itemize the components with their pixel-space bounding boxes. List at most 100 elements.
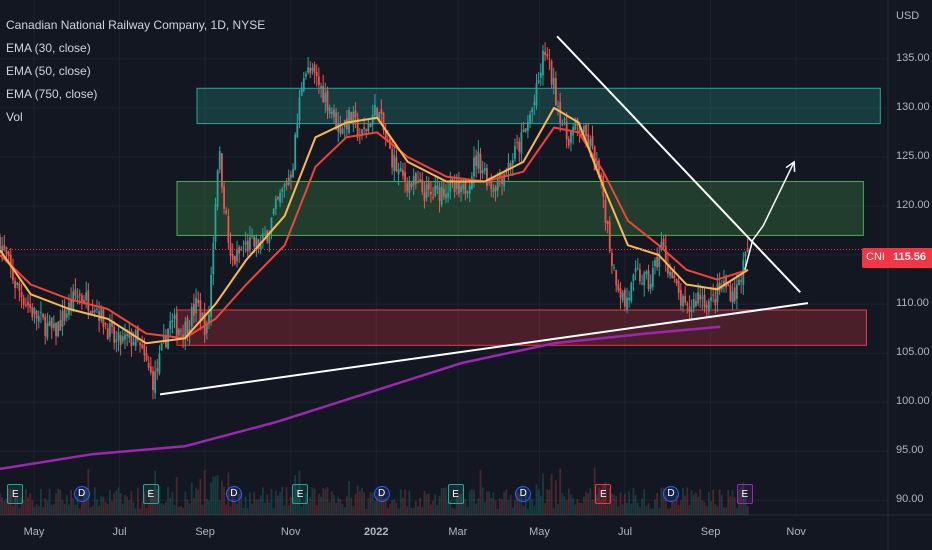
candle-body — [395, 157, 398, 172]
volume-bar — [253, 491, 256, 515]
volume-bar — [440, 487, 443, 515]
candle-body — [193, 303, 195, 316]
volume-bars — [0, 467, 749, 515]
volume-bar — [373, 500, 376, 515]
volume-bar — [380, 492, 383, 515]
volume-bar — [29, 493, 32, 515]
volume-bar — [537, 489, 540, 515]
candle-body — [221, 153, 223, 188]
earnings-marker[interactable]: E — [7, 484, 24, 504]
candle-body — [432, 197, 434, 199]
candle-body — [46, 323, 49, 338]
volume-bar — [686, 487, 689, 515]
candle-body — [531, 108, 534, 113]
candle-body — [705, 304, 708, 309]
volume-bar — [281, 487, 284, 515]
volume-bar — [498, 498, 501, 515]
candle-body — [451, 178, 454, 182]
candle-body — [141, 344, 144, 348]
candle-body — [684, 295, 687, 303]
volume-bar — [315, 504, 318, 515]
candle-body — [505, 170, 508, 174]
volume-bar — [391, 499, 394, 515]
volume-bar — [576, 498, 579, 515]
volume-bar — [201, 504, 204, 515]
candle-body — [1, 245, 4, 253]
volume-bar — [162, 504, 165, 515]
candle-body — [738, 279, 740, 286]
dividend-marker[interactable]: D — [225, 486, 242, 502]
volume-bar — [552, 507, 555, 515]
x-tick-label: Sep — [700, 526, 721, 538]
legend-ema50[interactable]: EMA (50, close) — [6, 64, 91, 78]
candle-body — [716, 283, 719, 303]
candle-body — [697, 292, 699, 304]
candle-body — [223, 186, 225, 209]
earnings-marker[interactable]: E — [736, 484, 753, 504]
projection-path — [744, 161, 795, 270]
volume-bar — [697, 496, 699, 515]
candle-body — [518, 141, 521, 152]
legend-ema30[interactable]: EMA (30, close) — [6, 41, 91, 55]
volume-bar — [272, 508, 275, 515]
volume-bar — [76, 496, 79, 515]
candle-body — [526, 121, 529, 131]
volume-bar — [692, 494, 695, 515]
volume-bar — [322, 488, 325, 515]
volume-bar — [617, 506, 620, 515]
volume-bar — [18, 507, 21, 515]
candle-body — [201, 312, 204, 319]
candle-body — [169, 321, 172, 330]
volume-bar — [134, 508, 137, 515]
earnings-marker[interactable]: E — [292, 484, 309, 504]
candle-body — [139, 342, 141, 346]
volume-bar — [591, 499, 594, 515]
volume-bar — [190, 482, 193, 515]
volume-bar — [317, 493, 320, 515]
volume-bar — [679, 500, 682, 515]
candle-body — [259, 242, 262, 250]
volume-bar — [705, 505, 708, 515]
earnings-marker[interactable]: E — [142, 484, 159, 504]
volume-bar — [565, 499, 568, 515]
dividend-marker[interactable]: D — [515, 486, 532, 502]
candle-body — [733, 287, 736, 302]
candle-body — [507, 163, 510, 170]
legend-ema750[interactable]: EMA (750, close) — [6, 87, 98, 101]
volume-bar — [361, 487, 363, 515]
candle-body — [559, 102, 562, 124]
candle-body — [40, 311, 42, 313]
candle-body — [154, 371, 157, 394]
dividend-marker[interactable]: D — [663, 486, 679, 502]
candle-body — [128, 331, 131, 338]
earnings-marker[interactable]: E — [595, 484, 612, 504]
volume-bar — [602, 484, 605, 515]
volume-bar — [147, 504, 150, 515]
y-tick-label: 135.00 — [896, 51, 930, 64]
volume-bar — [626, 502, 628, 515]
candle-body — [313, 64, 316, 73]
candle-body — [216, 170, 219, 207]
volume-bar — [132, 502, 135, 515]
volume-bar — [649, 508, 652, 515]
dividend-marker[interactable]: D — [373, 486, 390, 502]
candle-body — [145, 353, 148, 361]
legend-vol[interactable]: Vol — [6, 110, 23, 124]
y-tick-label: 105.00 — [896, 346, 930, 359]
volume-bar — [503, 492, 506, 515]
candle-body — [227, 215, 230, 243]
candle-body — [96, 308, 98, 310]
candle-body — [516, 142, 519, 144]
y-tick-label: 90.00 — [896, 493, 924, 506]
volume-bar — [365, 508, 368, 515]
earnings-marker[interactable]: E — [447, 484, 464, 504]
x-tick-label: Nov — [280, 526, 301, 538]
volume-bar — [16, 496, 19, 515]
volume-bar — [65, 495, 68, 515]
candle-body — [606, 221, 609, 224]
volume-bar — [46, 500, 49, 515]
volume-bar — [63, 503, 66, 515]
dividend-marker[interactable]: D — [73, 486, 90, 502]
candle-body — [406, 183, 409, 191]
